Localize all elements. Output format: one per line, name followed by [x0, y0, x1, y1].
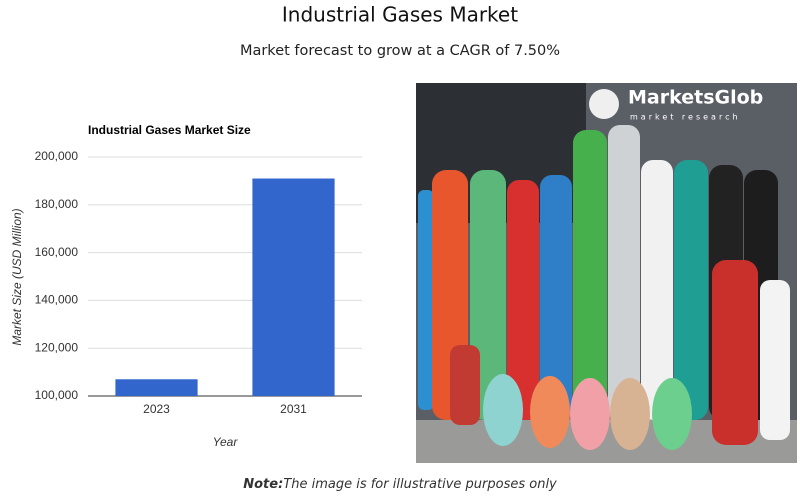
y-tick-label: 160,000 — [35, 245, 79, 259]
cylinder — [712, 260, 758, 445]
cylinder — [760, 280, 790, 440]
cylinder — [641, 160, 673, 420]
y-tick-label: 200,000 — [35, 149, 79, 163]
x-axis-label: Year — [213, 435, 239, 449]
bar — [252, 178, 335, 396]
y-axis-label: Market Size (USD Million) — [10, 208, 24, 345]
y-tick-label: 100,000 — [35, 388, 79, 402]
x-tick-label: 2031 — [280, 402, 307, 416]
refrigerant-can — [570, 378, 610, 450]
page-title: Industrial Gases Market — [282, 3, 518, 27]
cylinder — [450, 345, 480, 425]
y-tick-label: 140,000 — [35, 293, 79, 307]
page-subtitle: Market forecast to grow at a CAGR of 7.5… — [240, 43, 560, 59]
cylinder — [540, 175, 572, 420]
refrigerant-can — [530, 376, 570, 448]
bar — [115, 379, 198, 396]
cylinder — [608, 125, 640, 420]
refrigerant-can — [483, 374, 523, 446]
refrigerant-can — [610, 378, 650, 450]
photo: MarketsGlob market research — [416, 83, 797, 463]
logo-icon — [589, 89, 619, 119]
logo-tagline: market research — [630, 113, 741, 122]
logo-name: MarketsGlob — [628, 87, 763, 109]
chart-title: Industrial Gases Market Size — [88, 123, 251, 137]
cylinder — [418, 190, 434, 410]
y-tick-label: 180,000 — [35, 197, 79, 211]
cylinder — [674, 160, 708, 420]
note-text: The image is for illustrative purposes o… — [283, 477, 557, 492]
note: Note:The image is for illustrative purpo… — [243, 477, 557, 492]
cylinder — [507, 180, 539, 420]
y-tick-label: 120,000 — [35, 340, 79, 354]
x-tick-label: 2023 — [143, 402, 170, 416]
cylinder — [573, 130, 607, 420]
refrigerant-can — [652, 378, 692, 450]
note-label: Note: — [243, 477, 283, 492]
